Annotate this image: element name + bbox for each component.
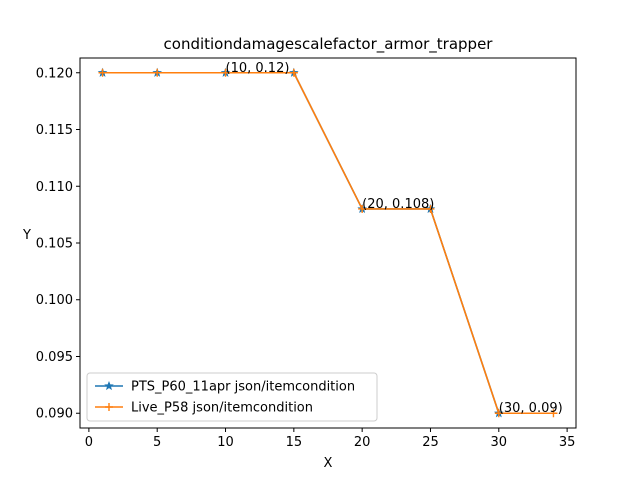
y-axis-label: Y — [22, 228, 31, 243]
y-tick-label: 0.110 — [36, 180, 73, 195]
series-2 — [98, 68, 558, 418]
chart-title: conditiondamagescalefactor_armor_trapper — [164, 35, 494, 54]
annotations: (10, 0.12) (20, 0.108) (30, 0.09) — [226, 61, 563, 416]
plot-area — [97, 67, 558, 418]
x-tick-label: 20 — [354, 435, 371, 450]
legend-entry: Live_P58 json/itemcondition — [95, 401, 313, 416]
x-axis-label: X — [324, 456, 333, 471]
y-tick-label: 0.090 — [36, 407, 73, 422]
data-point — [494, 409, 503, 418]
data-point — [153, 68, 162, 77]
data-point — [98, 68, 107, 77]
data-point — [358, 204, 367, 213]
x-axis: 0 5 10 15 20 25 30 35 — [85, 428, 576, 450]
x-tick-label: 35 — [559, 435, 576, 450]
legend-label: PTS_P60_11apr json/itemcondition — [131, 380, 355, 395]
legend-entry: PTS_P60_11apr json/itemcondition — [95, 380, 355, 395]
x-tick-label: 25 — [422, 435, 439, 450]
annotation-label: (30, 0.09) — [499, 401, 563, 416]
y-axis: 0.090 0.095 0.100 0.105 0.110 0.115 0.120 — [36, 66, 80, 422]
y-tick-label: 0.095 — [36, 350, 73, 365]
x-tick-label: 10 — [217, 435, 234, 450]
data-point — [549, 409, 558, 418]
series-line — [102, 71, 500, 414]
series-line — [102, 71, 554, 415]
data-point — [289, 68, 298, 77]
y-tick-label: 0.120 — [36, 66, 73, 81]
x-tick-label: 0 — [85, 435, 93, 450]
data-point — [426, 204, 435, 213]
legend-label: Live_P58 json/itemcondition — [131, 401, 313, 416]
x-tick-label: 15 — [286, 435, 303, 450]
legend: PTS_P60_11apr json/itemcondition Live_P58… — [86, 372, 378, 422]
annotation-label: (20, 0.108) — [362, 197, 434, 212]
legend-box — [86, 372, 378, 422]
x-tick-label: 5 — [153, 435, 161, 450]
y-tick-label: 0.105 — [36, 237, 73, 252]
data-point — [221, 68, 230, 77]
legend-marker — [105, 403, 113, 411]
y-tick-label: 0.115 — [36, 123, 73, 138]
legend-marker — [104, 380, 114, 391]
x-tick-label: 30 — [491, 435, 508, 450]
annotation-label: (10, 0.12) — [226, 61, 290, 76]
y-tick-label: 0.100 — [36, 293, 73, 308]
